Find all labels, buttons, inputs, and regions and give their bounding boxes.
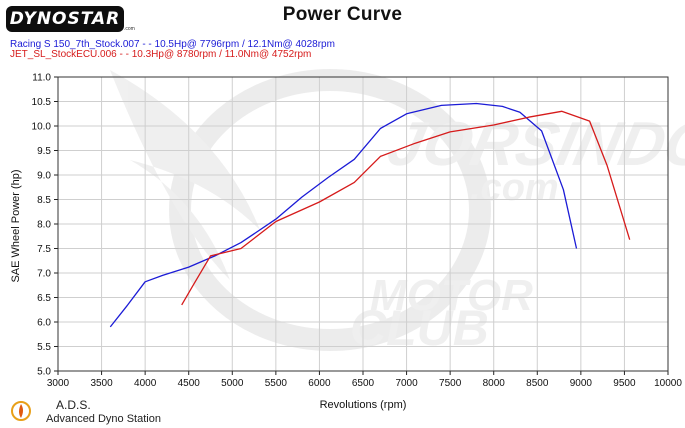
x-tick-label: 6500 — [352, 378, 375, 389]
run-label-1: Racing S 150_7th_Stock.007 - - 10.5Hp@ 7… — [10, 39, 335, 50]
y-tick-label: 6.0 — [37, 318, 51, 329]
logo-suffix: .com — [124, 26, 135, 32]
watermark-club: CLUB — [350, 300, 489, 356]
x-axis-label: Revolutions (rpm) — [320, 399, 407, 411]
x-tick-label: 8000 — [483, 378, 506, 389]
x-tick-label: 8500 — [526, 378, 549, 389]
x-tick-label: 9500 — [613, 378, 636, 389]
logo-badge — [6, 6, 124, 32]
x-tick-label: 6000 — [308, 378, 331, 389]
x-tick-label: 5500 — [265, 378, 288, 389]
watermark-motor: MOTOR — [370, 271, 533, 320]
series-line-1 — [109, 102, 578, 328]
x-tick-label: 3000 — [47, 378, 70, 389]
y-tick-label: 10.5 — [32, 97, 52, 108]
chart-title: Power Curve — [282, 4, 403, 25]
y-tick-label: 8.0 — [37, 220, 51, 231]
y-tick-label: 11.0 — [32, 73, 51, 84]
ads-title: A.D.S. — [56, 398, 91, 412]
x-tick-label: 9000 — [570, 378, 593, 389]
x-tick-label: 4000 — [134, 378, 157, 389]
y-tick-label: 5.5 — [37, 342, 51, 353]
series-line-2 — [181, 110, 631, 306]
ads-subtitle: Advanced Dyno Station — [46, 413, 161, 425]
y-tick-label: 10.0 — [32, 122, 52, 133]
y-tick-label: 7.5 — [37, 244, 51, 255]
y-tick-label: 7.0 — [37, 269, 51, 280]
watermark-com: .com — [470, 167, 559, 209]
x-tick-label: 7500 — [439, 378, 462, 389]
y-tick-label: 5.0 — [37, 367, 51, 378]
axes: 3000 3500 4000 4500 5000 5500 6000 6500 7000 7500… — [32, 73, 683, 390]
y-tick-label: 9.5 — [37, 146, 51, 157]
x-tick-label: 3500 — [90, 378, 113, 389]
x-tick-label: 10000 — [654, 378, 682, 389]
run-label-2: JET_SL_StockECU.006 - - 10.3Hp@ 8780rpm … — [10, 49, 312, 60]
y-tick-label: 8.5 — [37, 195, 51, 206]
y-tick-label: 9.0 — [37, 171, 51, 182]
x-tick-label: 5000 — [221, 378, 244, 389]
watermark-jorsindo: JORSINDO — [382, 110, 685, 179]
plot-frame — [57, 76, 669, 372]
y-tick-label: 6.5 — [37, 293, 51, 304]
y-axis-label: SAE Wheel Power (hp) — [10, 169, 22, 282]
dynostar-logo: DYNOSTAR .com — [6, 6, 135, 36]
ads-footer: A.D.S. Advanced Dyno Station — [10, 398, 210, 428]
x-tick-label: 7000 — [395, 378, 418, 389]
series-group — [109, 102, 631, 328]
logo-text: DYNOSTAR — [9, 9, 121, 29]
watermark: JORSINDO .com MOTOR CLUB — [110, 69, 685, 356]
ads-flame-icon — [11, 401, 31, 421]
x-tick-label: 4500 — [178, 378, 201, 389]
